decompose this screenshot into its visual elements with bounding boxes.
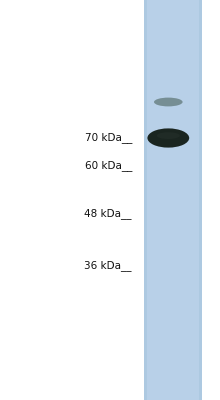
Ellipse shape [147, 128, 189, 148]
Bar [144, 0, 202, 400]
Ellipse shape [154, 98, 183, 106]
Bar [199, 0, 202, 400]
Ellipse shape [157, 132, 180, 139]
Text: 60 kDa__: 60 kDa__ [85, 160, 132, 172]
Bar [144, 0, 147, 400]
Text: 36 kDa__: 36 kDa__ [84, 260, 132, 272]
Text: 70 kDa__: 70 kDa__ [85, 132, 132, 144]
Text: 48 kDa__: 48 kDa__ [84, 208, 132, 220]
